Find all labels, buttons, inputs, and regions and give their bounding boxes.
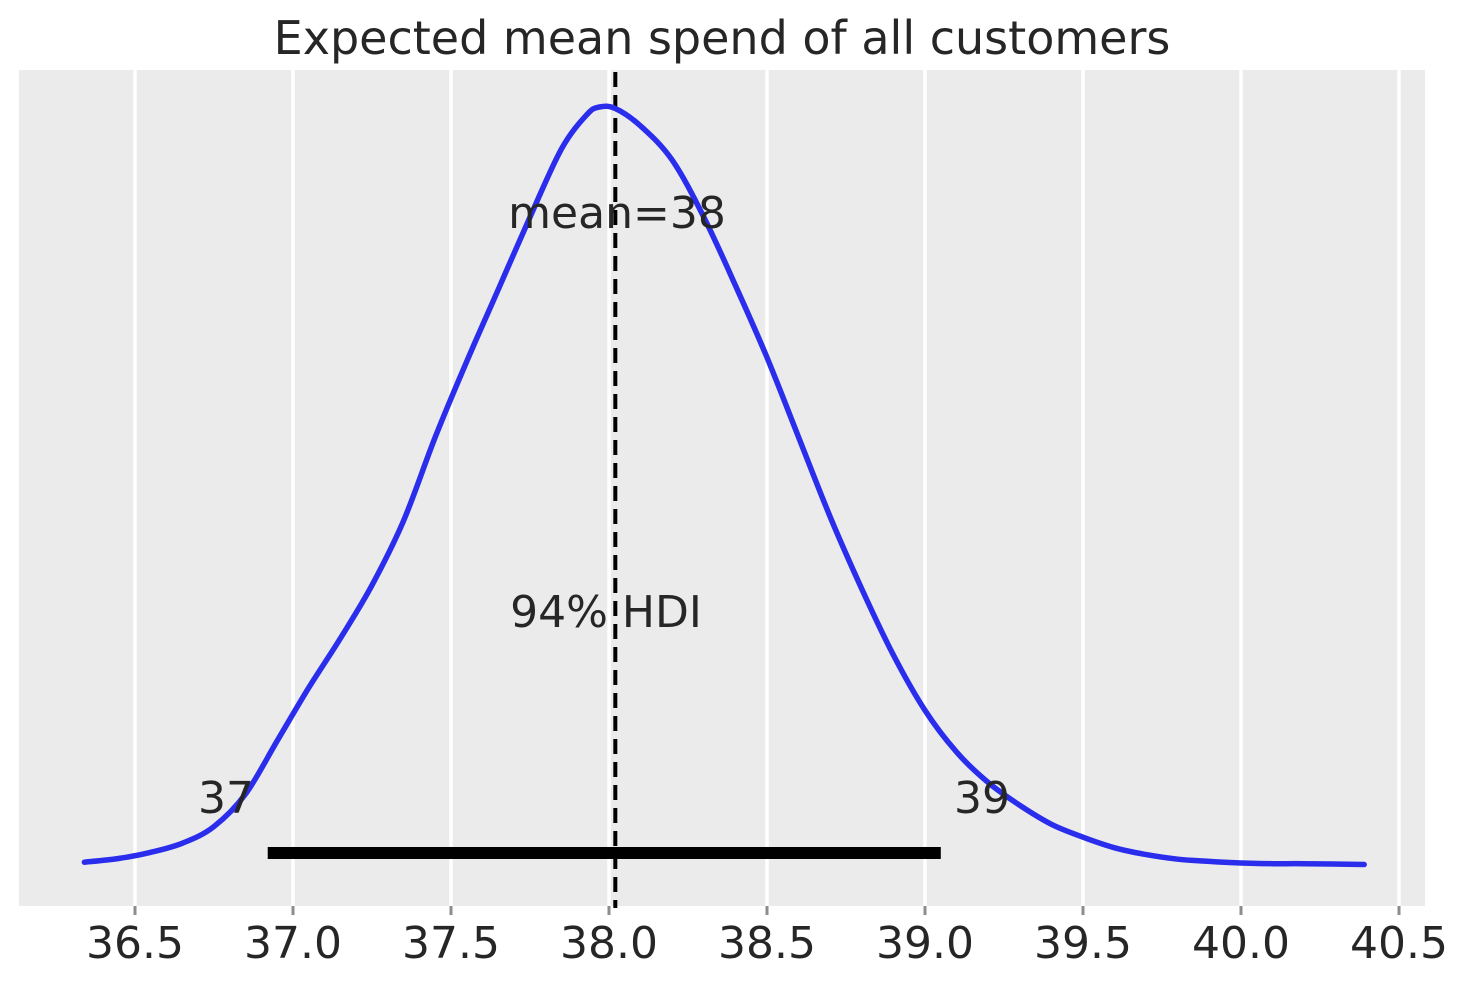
x-axis-tick-label: 40.0 — [1192, 918, 1290, 969]
x-axis-tick-label: 36.5 — [86, 918, 184, 969]
chart-title: Expected mean spend of all customers — [274, 11, 1171, 65]
x-axis-ticks-group — [133, 906, 1401, 915]
x-axis-tick-label: 37.5 — [402, 918, 500, 969]
density-curve — [81, 103, 1367, 868]
hdi-low-value-label: 37 — [198, 773, 254, 824]
x-axis-tick-label: 39.5 — [1034, 918, 1132, 969]
gridlines-group — [133, 70, 1401, 906]
hdi-high-value-label: 39 — [954, 773, 1010, 824]
x-axis-tick-label: 37.0 — [244, 918, 342, 969]
x-axis-tick-label: 40.5 — [1350, 918, 1448, 969]
x-axis-tick-label: 38.0 — [560, 918, 658, 969]
mean-annotation: mean=38 — [508, 188, 726, 239]
x-axis-tick-label: 39.0 — [876, 918, 974, 969]
hdi-annotation: 94% HDI — [510, 587, 702, 638]
x-axis-tick-labels-group: 36.5 37.0 37.5 38.0 38.5 39.0 39.5 40.0 40.5 — [86, 918, 1448, 969]
plot-area — [19, 70, 1425, 906]
x-axis-tick-label: 38.5 — [718, 918, 816, 969]
